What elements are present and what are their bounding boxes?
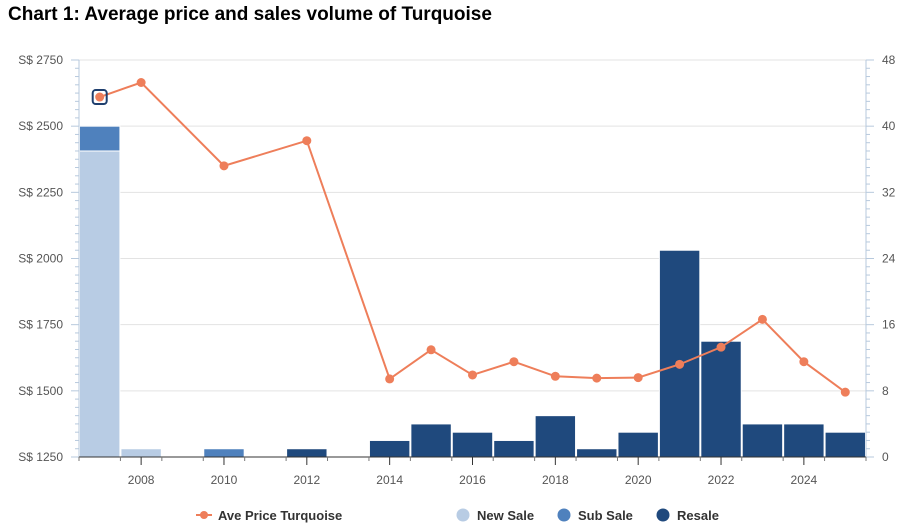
y-left-tick-label: S$ 2750 [18, 53, 63, 67]
x-tick-label: 2020 [625, 473, 652, 487]
legend-label-ave-price-turquoise: Ave Price Turquoise [218, 508, 342, 523]
price-point [426, 345, 436, 355]
y-right-tick-label: 16 [882, 318, 896, 332]
legend-label-sub-sale: Sub Sale [578, 508, 633, 523]
bar-resale [368, 439, 411, 458]
x-tick-label: 2024 [791, 473, 818, 487]
bar-new-sale [79, 150, 121, 458]
y-right-tick-label: 32 [882, 185, 896, 199]
legend: Ave Price Turquoise New Sale Sub Sale Resal… [196, 508, 719, 523]
y-right-tick-label: 0 [882, 450, 889, 464]
legend-symbol-resale [656, 508, 670, 522]
legend-label-resale: Resale [677, 508, 719, 523]
x-tick-label: 2008 [128, 473, 155, 487]
x-tick-label: 2022 [708, 473, 735, 487]
x-tick-label: 2010 [211, 473, 238, 487]
legend-symbol-new-sale [456, 508, 470, 522]
y-right-tick-label: 48 [882, 53, 896, 67]
price-point [95, 92, 105, 102]
price-point [509, 357, 519, 367]
bar-resale [741, 423, 784, 458]
price-line [99, 81, 846, 393]
y-left-tick-label: S$ 2000 [18, 252, 63, 266]
price-point [840, 387, 850, 397]
y-left-tick-label: S$ 1250 [18, 450, 63, 464]
bar-resale [783, 423, 825, 458]
bars-layer [79, 125, 866, 458]
price-point [633, 373, 643, 383]
bar-resale [493, 439, 535, 458]
price-point [757, 314, 767, 324]
price-point [716, 342, 726, 352]
bar-new-sale [120, 448, 162, 458]
x-tick-label: 2016 [459, 473, 486, 487]
price-point [799, 357, 809, 367]
legend-symbol-sub-sale [557, 508, 571, 522]
x-tick-label: 2014 [376, 473, 403, 487]
line-layer [91, 77, 850, 397]
bar-sub-sale [79, 125, 121, 152]
bar-resale [410, 423, 452, 458]
bar-resale [824, 431, 866, 458]
y-left-tick-label: S$ 2500 [18, 119, 63, 133]
grid-lines [79, 59, 866, 392]
price-point [550, 371, 560, 381]
x-tick-label: 2018 [542, 473, 569, 487]
bar-resale [617, 431, 659, 458]
price-point [302, 136, 312, 146]
y-left-tick-label: S$ 1500 [18, 384, 63, 398]
bar-resale [658, 249, 701, 458]
bar-resale [700, 340, 742, 458]
price-point [468, 370, 477, 380]
price-point [219, 161, 229, 171]
chart-title: Chart 1: Average price and sales volume … [8, 4, 492, 25]
axes-layer: S$ 1250 0 S$ 1500 8 S$ 1750 16 S$ 2000 24 S$ 225… [18, 53, 895, 487]
price-point [592, 373, 602, 383]
bar-resale [286, 448, 328, 458]
bar-resale [576, 448, 618, 458]
legend-line-marker [200, 511, 208, 519]
price-point [385, 374, 395, 384]
y-left-tick-label: S$ 1750 [18, 318, 63, 332]
bar-resale [451, 431, 494, 458]
y-left-tick-label: S$ 2250 [18, 185, 63, 199]
bar-resale [534, 415, 577, 458]
price-point [675, 359, 685, 369]
y-right-tick-label: 8 [882, 384, 889, 398]
highlight-marker [91, 89, 108, 106]
x-tick-label: 2012 [293, 473, 320, 487]
bar-sub-sale [203, 448, 245, 458]
price-point [136, 77, 146, 87]
legend-label-new-sale: New Sale [477, 508, 534, 523]
y-right-tick-label: 40 [882, 119, 896, 133]
y-right-tick-label: 24 [882, 252, 896, 266]
